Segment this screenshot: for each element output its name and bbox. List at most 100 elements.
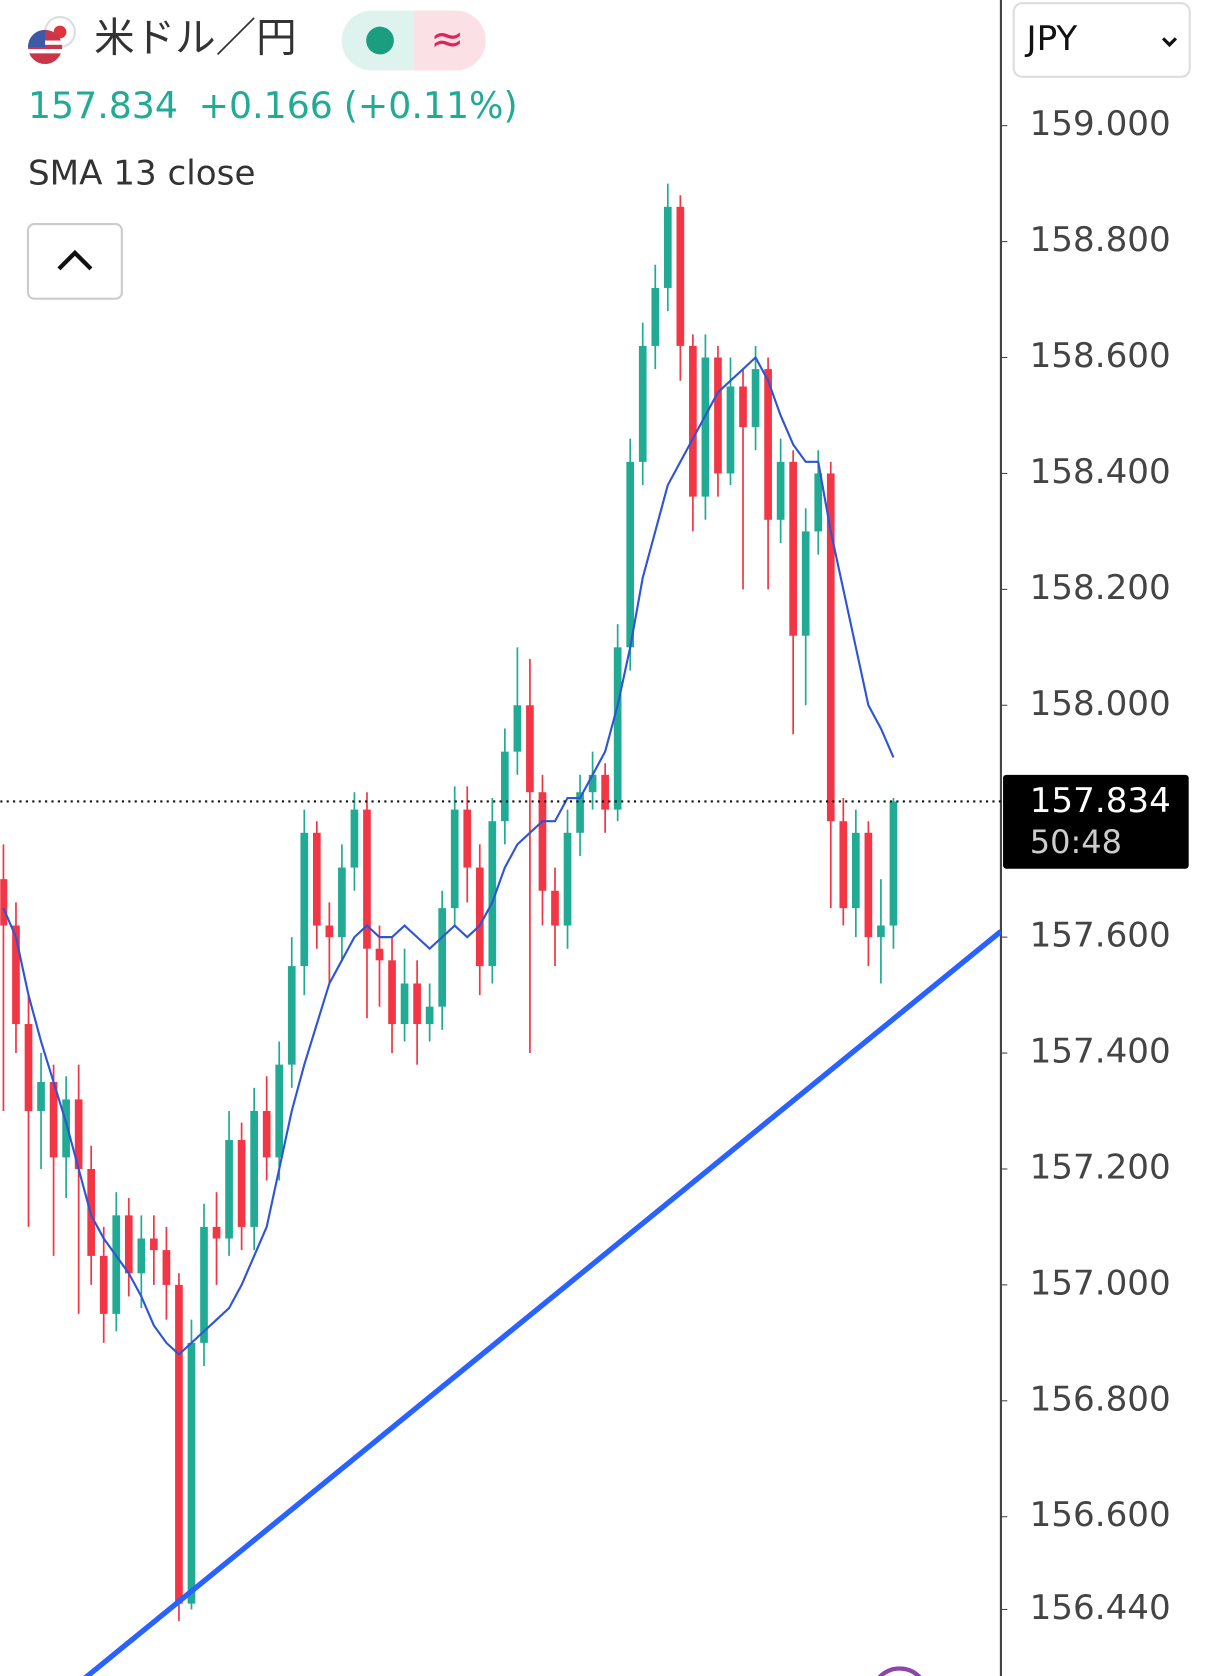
candle-body [262,1111,271,1158]
status-badge: ≈ [341,10,486,71]
candle-body [689,345,697,497]
currency-select[interactable]: JPY [1012,2,1191,78]
candle-body [839,821,848,909]
candle-body [513,705,522,752]
indicator-label: SMA 13 close [28,153,255,193]
candle-body [475,867,484,967]
y-tick-label: 157.200 [1030,1147,1171,1187]
candle-body [776,461,785,520]
candle-body [826,473,835,822]
candle-body [62,1099,70,1158]
svg-text:≈: ≈ [430,15,464,63]
candle-body [864,832,873,938]
candle-body [12,925,20,1025]
y-tick-label: 157.600 [1030,916,1171,956]
y-tick-label: 158.800 [1030,220,1171,260]
candle-body [388,960,396,1025]
candle-body [588,774,597,793]
candle-body [488,821,497,967]
y-tick-label: 158.200 [1030,568,1171,608]
candle-body [363,809,371,949]
price-label-box [1003,774,1189,869]
candle-body [200,1226,208,1343]
candle-body [626,461,635,648]
candle-body [375,948,384,961]
current-price-label: 157.834 [1030,781,1171,821]
candle-body [889,801,898,926]
candle-body [99,1255,108,1314]
candle-body [814,473,823,532]
sma-line [2,355,895,1356]
candle-body [751,369,760,428]
candle-body [312,832,321,926]
candle-body [37,1082,45,1112]
trendline [83,929,1001,1676]
candle-body [275,1064,284,1158]
candle-body [162,1250,171,1285]
price-change: +0.166 [199,84,333,127]
candle-body [701,357,710,497]
candle-body [124,1215,133,1274]
y-tick-label: 158.000 [1030,684,1171,724]
candle-body [663,206,672,288]
candle-body [551,890,559,926]
corner-icon [877,1666,922,1676]
y-tick-label: 159.000 [1030,104,1171,144]
candle-body [638,345,647,462]
candle-body [676,206,685,346]
candle-body [49,1082,58,1158]
y-tick-label: 156.600 [1030,1495,1171,1535]
candle-body [0,879,8,926]
candle-body [413,983,421,1025]
candle-body [137,1238,146,1274]
y-tick-label: 157.400 [1030,1032,1171,1072]
candle-body [425,1006,434,1025]
currency-label: JPY [1025,19,1078,59]
candle-body [74,1099,83,1169]
symbol-icon [27,16,76,65]
candle-body [526,705,534,793]
candle-body [187,1342,196,1604]
candle-body [287,966,296,1065]
candle-body [300,832,309,967]
candle-body [538,792,547,891]
candle-body [601,774,609,810]
candle-body [338,867,346,938]
candle-body [877,925,885,938]
y-tick-label: 158.600 [1030,336,1171,376]
candle-body [112,1215,121,1314]
candle-body [325,925,334,938]
candle-body [450,809,459,909]
candle-body [438,908,447,1007]
candle-body [250,1111,258,1227]
candle-body [175,1284,183,1604]
candle-body [613,647,622,810]
countdown: 50:48 [1030,823,1122,861]
candle-body [501,751,509,822]
candle-body [350,809,359,868]
y-tick-label: 157.000 [1030,1263,1171,1303]
price-change-pct: (+0.11%) [344,84,518,127]
candle-body [739,386,747,428]
candle-body [463,809,472,868]
candle-body [789,461,798,636]
candle-body [225,1139,233,1239]
candle-body [726,386,735,474]
candle-body [764,369,772,520]
candle-body [801,531,810,636]
symbol-title: 米ドル／円 [94,14,297,62]
candle-body [851,832,860,909]
candle-body [150,1238,158,1251]
candle-body [714,357,722,474]
candle-body [24,1024,33,1112]
collapse-button[interactable] [26,222,123,300]
last-price: 157.834 [28,84,178,127]
candle-body [651,287,660,346]
candle-body [576,792,584,833]
y-tick-label: 156.440 [1030,1588,1171,1628]
candle-body [212,1226,221,1239]
y-tick-label: 158.400 [1030,452,1171,492]
y-tick-label: 156.800 [1030,1379,1171,1419]
